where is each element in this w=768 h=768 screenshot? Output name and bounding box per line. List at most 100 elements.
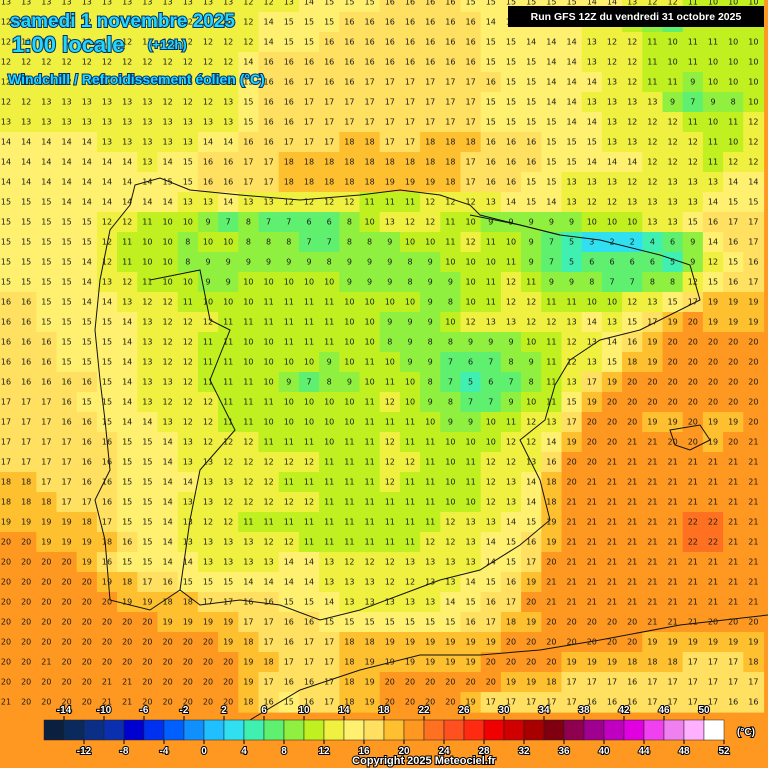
- cell-value: 10: [304, 398, 314, 407]
- cell: [420, 352, 441, 373]
- cell: [96, 0, 118, 13]
- cell: [137, 152, 159, 173]
- cell: [258, 372, 280, 393]
- cell-value: 13: [526, 458, 536, 467]
- cell-value: 12: [466, 198, 476, 207]
- cell: [480, 72, 502, 93]
- cell: [440, 692, 462, 713]
- cell-value: 16: [284, 638, 294, 647]
- cell: [117, 412, 138, 433]
- cell: [298, 332, 320, 353]
- cell-value: 11: [688, 58, 698, 67]
- cell: [298, 412, 320, 433]
- cell-value: 20: [21, 598, 31, 607]
- cell: [601, 312, 623, 333]
- cell-value: 9: [347, 378, 352, 387]
- cell: [682, 452, 704, 473]
- cell-value: 22: [688, 518, 698, 527]
- cell-value: 19: [1, 518, 11, 527]
- cell-value: 8: [185, 238, 190, 247]
- cell-value: 13: [405, 558, 415, 567]
- cell: [480, 172, 502, 193]
- cell: [36, 672, 58, 693]
- cell: [56, 192, 78, 213]
- cell-value: 16: [526, 138, 536, 147]
- cell-value: 20: [688, 438, 698, 447]
- cell-value: 10: [163, 258, 173, 267]
- cell: [601, 92, 623, 113]
- cell-value: 11: [243, 518, 253, 527]
- cell-value: 14: [607, 0, 617, 7]
- cell-value: 12: [567, 338, 577, 347]
- cell: [177, 472, 199, 493]
- cell-value: 9: [508, 338, 513, 347]
- cell: [16, 132, 37, 153]
- cell: [298, 52, 320, 73]
- cell: [521, 112, 542, 133]
- cell: [743, 472, 765, 493]
- cell-value: 9: [226, 258, 231, 267]
- cell-value: 12: [304, 458, 314, 467]
- cell: [642, 692, 664, 713]
- cell-value: 20: [688, 418, 698, 427]
- legend-label: 22: [418, 705, 430, 716]
- cell-value: 21: [668, 458, 678, 467]
- cell: [682, 592, 704, 613]
- cell-value: 15: [506, 538, 516, 547]
- cell: [96, 112, 118, 133]
- cell: [359, 652, 381, 673]
- cell-value: 10: [466, 258, 476, 267]
- cell: [157, 672, 179, 693]
- cell-value: 11: [567, 298, 577, 307]
- cell-value: 17: [688, 298, 698, 307]
- cell-value: 17: [223, 598, 233, 607]
- cell-value: 11: [243, 418, 253, 427]
- cell-value: 11: [122, 258, 132, 267]
- cell-value: 13: [1, 0, 11, 7]
- cell: [480, 92, 502, 113]
- cell-value: 19: [708, 418, 718, 427]
- cell-value: 21: [728, 458, 738, 467]
- cell: [480, 112, 502, 133]
- cell-value: 9: [407, 338, 412, 347]
- cell: [460, 472, 482, 493]
- cell-value: 8: [731, 98, 736, 107]
- cell-value: 15: [324, 618, 334, 627]
- cell-value: 8: [387, 338, 392, 347]
- cell-value: 11: [284, 298, 294, 307]
- cell: [581, 252, 603, 273]
- cell: [177, 652, 199, 673]
- cell-value: 10: [264, 358, 274, 367]
- cell-value: 17: [445, 78, 455, 87]
- cell: [319, 452, 340, 473]
- cell: [76, 632, 98, 653]
- cell-value: 21: [647, 478, 657, 487]
- cell: [16, 212, 37, 233]
- cell-value: 19: [385, 178, 395, 187]
- cell: [440, 492, 462, 513]
- cell: [117, 272, 138, 293]
- cell: [117, 252, 138, 273]
- cell: [399, 492, 421, 513]
- cell: [642, 172, 664, 193]
- cell: [723, 72, 744, 93]
- cell: [561, 612, 583, 633]
- cell: [36, 92, 58, 113]
- cell: [440, 412, 462, 433]
- legend-swatch: [243, 719, 265, 741]
- cell-value: 17: [324, 118, 334, 127]
- cell: [359, 612, 381, 633]
- cell: [117, 592, 138, 613]
- cell-value: 15: [142, 498, 152, 507]
- cell-value: 13: [203, 478, 213, 487]
- cell: [642, 432, 664, 453]
- cell-value: 18: [466, 138, 476, 147]
- cell-value: 20: [223, 658, 233, 667]
- cell: [420, 552, 441, 573]
- cell-value: 12: [506, 298, 516, 307]
- cell: [137, 52, 159, 73]
- cell: [702, 632, 724, 653]
- cell-value: 13: [203, 198, 213, 207]
- cell-value: 17: [708, 698, 718, 707]
- cell-value: 14: [163, 198, 173, 207]
